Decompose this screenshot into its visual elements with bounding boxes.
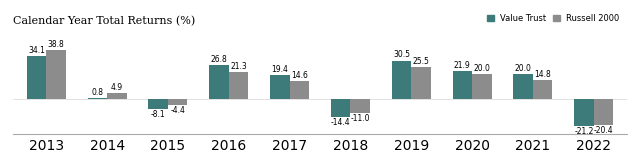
Text: -21.2: -21.2 [574, 127, 594, 136]
Bar [331, 99, 351, 117]
Bar [107, 93, 127, 99]
Text: 26.8: 26.8 [211, 55, 227, 64]
Bar [46, 50, 66, 99]
Text: 30.5: 30.5 [393, 51, 410, 60]
Text: 20.0: 20.0 [474, 64, 490, 73]
Text: 14.8: 14.8 [534, 70, 551, 79]
Text: -11.0: -11.0 [350, 114, 370, 123]
Text: 14.6: 14.6 [291, 71, 308, 80]
Text: -8.1: -8.1 [151, 110, 166, 119]
Bar [270, 75, 289, 99]
Bar [392, 61, 412, 99]
Text: -14.4: -14.4 [331, 118, 351, 127]
Bar [168, 99, 188, 105]
Bar [209, 65, 228, 99]
Text: -4.4: -4.4 [170, 106, 185, 115]
Text: 38.8: 38.8 [47, 40, 65, 49]
Bar [351, 99, 370, 113]
Legend: Value Trust, Russell 2000: Value Trust, Russell 2000 [484, 11, 623, 26]
Text: 0.8: 0.8 [92, 88, 103, 97]
Bar [228, 72, 248, 99]
Text: 4.9: 4.9 [111, 83, 123, 92]
Bar [513, 74, 533, 99]
Bar [452, 71, 472, 99]
Bar [289, 81, 309, 99]
Bar [533, 80, 552, 99]
Bar [27, 56, 46, 99]
Text: 25.5: 25.5 [413, 57, 429, 66]
Bar [594, 99, 613, 125]
Text: 20.0: 20.0 [515, 64, 532, 73]
Bar [412, 67, 431, 99]
Text: 21.9: 21.9 [454, 61, 471, 70]
Bar [574, 99, 594, 126]
Bar [472, 74, 492, 99]
Bar [148, 99, 168, 109]
Bar [88, 98, 107, 99]
Text: 19.4: 19.4 [271, 64, 288, 73]
Text: 34.1: 34.1 [28, 46, 45, 55]
Text: -20.4: -20.4 [594, 126, 613, 135]
Text: Calendar Year Total Returns (%): Calendar Year Total Returns (%) [13, 16, 195, 26]
Text: 21.3: 21.3 [230, 62, 247, 71]
